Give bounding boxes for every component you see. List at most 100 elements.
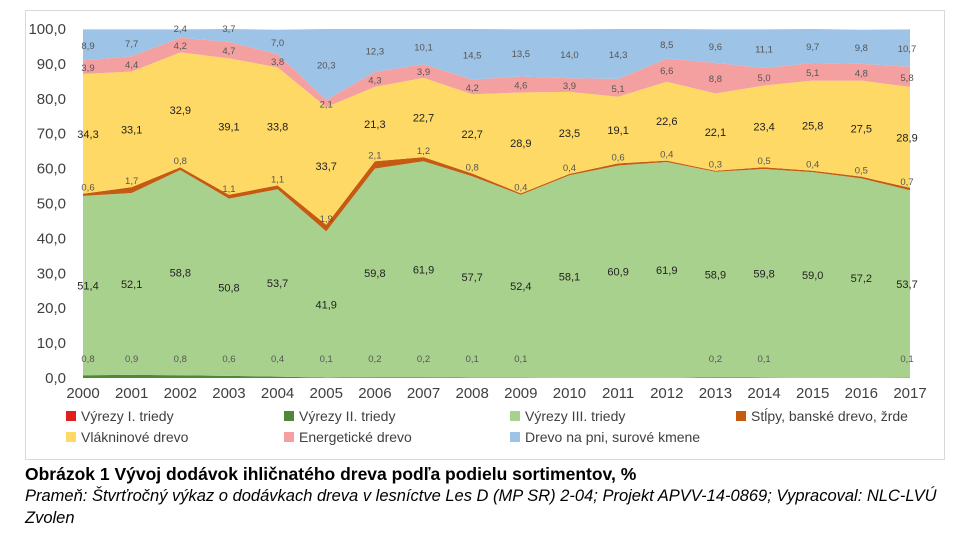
data-label: 33,7 (316, 161, 337, 173)
data-label: 10,7 (898, 44, 917, 55)
legend-swatch (66, 411, 76, 421)
legend-swatch (66, 432, 76, 442)
data-label: 0,1 (320, 354, 333, 365)
x-tick-label: 2004 (261, 385, 294, 402)
data-label: 4,8 (855, 68, 868, 79)
chart-frame: 0,8 0,9 0,8 0,6 0,4 0,1 0,2 0,2 0,1 0,1 0,2 0,1 0,1 5… (25, 10, 945, 460)
data-label: 0,7 (900, 177, 913, 188)
data-label: 53,7 (267, 278, 288, 290)
data-label: 5,8 (900, 73, 913, 84)
x-tick-label: 2017 (893, 385, 926, 402)
y-tick-label: 10,0 (37, 335, 66, 352)
legend-label: Drevo na pni, surové kmene (525, 429, 700, 445)
data-label: 58,8 (170, 268, 191, 280)
x-tick-label: 2013 (699, 385, 732, 402)
data-label: 58,1 (559, 272, 580, 284)
data-label: 0,1 (514, 354, 527, 365)
data-label: 33,8 (267, 121, 288, 133)
x-tick-label: 2011 (602, 385, 634, 402)
data-label: 59,8 (364, 268, 385, 280)
data-label: 3,7 (222, 24, 235, 35)
series-areas (83, 29, 910, 378)
data-label: 0,5 (855, 166, 868, 177)
data-label: 6,6 (660, 66, 673, 77)
data-label: 0,3 (709, 160, 722, 171)
data-label: 0,8 (81, 354, 94, 365)
area-4 (83, 157, 910, 232)
x-tick-label: 2015 (796, 385, 829, 402)
data-label: 22,7 (461, 129, 482, 141)
x-tick-label: 2007 (407, 385, 440, 402)
data-label: 1,1 (271, 174, 284, 185)
legend-label: Výrezy I. triedy (81, 408, 174, 424)
data-label: 23,5 (559, 128, 580, 140)
data-label: 50,8 (218, 282, 239, 294)
legend-label: Výrezy II. triedy (299, 408, 395, 424)
data-label: 3,8 (271, 57, 284, 68)
data-label: 0,8 (174, 156, 187, 167)
x-tick-label: 2016 (845, 385, 878, 402)
x-tick-label: 2001 (115, 385, 148, 402)
data-label: 58,9 (705, 270, 726, 282)
x-tick-label: 2002 (164, 385, 197, 402)
data-label: 12,3 (366, 46, 385, 57)
data-label: 0,6 (222, 354, 235, 365)
data-label: 5,0 (757, 73, 770, 84)
x-tick-label: 2010 (553, 385, 586, 402)
legend-label: Výrezy III. triedy (525, 408, 625, 424)
data-label: 0,4 (514, 182, 527, 193)
legend-swatch (284, 432, 294, 442)
data-label: 0,1 (757, 354, 770, 365)
data-label: 14,5 (463, 50, 482, 61)
data-label: 9,6 (709, 42, 722, 53)
y-tick-label: 30,0 (37, 265, 66, 282)
data-label: 61,9 (413, 264, 434, 276)
data-label: 0,1 (900, 354, 913, 365)
data-label: 0,1 (466, 354, 479, 365)
data-label: 52,1 (121, 279, 142, 291)
data-label: 57,7 (461, 272, 482, 284)
data-label: 22,7 (413, 112, 434, 124)
data-label: 3,9 (417, 67, 430, 78)
legend-label: Energetické drevo (299, 429, 412, 445)
data-label: 0,4 (660, 150, 673, 161)
area-6 (83, 37, 910, 108)
stacked-area-chart: 0,8 0,9 0,8 0,6 0,4 0,1 0,2 0,2 0,1 0,1 0,2 0,1 0,1 5… (28, 21, 926, 445)
data-label: 11,1 (755, 45, 773, 56)
data-label: 1,2 (417, 146, 430, 157)
data-label: 5,1 (612, 84, 625, 95)
area-3 (83, 161, 910, 378)
data-label: 9,7 (806, 42, 819, 53)
data-label: 27,5 (851, 124, 872, 136)
x-tick-label: 2014 (747, 385, 780, 402)
x-tick-label: 2005 (310, 385, 343, 402)
area-2 (83, 374, 910, 378)
data-label: 4,4 (125, 60, 138, 71)
data-label: 0,2 (368, 354, 381, 365)
legend-swatch (284, 411, 294, 421)
x-tick-label: 2012 (650, 385, 683, 402)
data-label: 32,9 (170, 105, 191, 117)
data-label: 61,9 (656, 265, 677, 277)
data-label: 0,2 (709, 354, 722, 365)
data-label: 10,1 (414, 43, 433, 54)
data-label: 8,5 (660, 40, 673, 51)
area-7 (83, 29, 910, 100)
data-label: 4,2 (466, 83, 479, 94)
data-label: 41,9 (316, 300, 337, 312)
data-label: 4,3 (368, 75, 381, 86)
data-label: 1,1 (222, 184, 235, 195)
data-label: 28,9 (510, 138, 531, 150)
legend-swatch (510, 411, 520, 421)
data-label: 0,9 (125, 354, 138, 365)
data-label: 23,4 (753, 121, 774, 133)
x-tick-label: 2003 (212, 385, 245, 402)
data-label: 4,2 (174, 41, 187, 52)
data-label: 51,4 (77, 281, 98, 293)
y-tick-label: 0,0 (45, 370, 66, 387)
y-tick-label: 50,0 (37, 196, 66, 213)
data-label: 53,7 (896, 279, 917, 291)
data-label: 52,4 (510, 281, 531, 293)
legend-label: Vlákninové drevo (81, 429, 189, 445)
data-label: 4,7 (222, 46, 235, 57)
